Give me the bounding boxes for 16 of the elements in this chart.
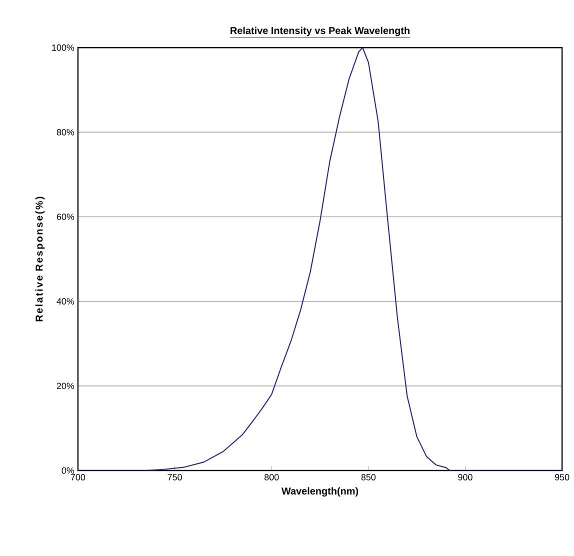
- x-tick-label: 800: [264, 474, 279, 481]
- x-tick-label: 950: [555, 474, 570, 481]
- y-tick-label: 20%: [56, 382, 74, 390]
- y-axis-title: Relative Response(%): [35, 196, 45, 322]
- y-tick-label: 80%: [56, 129, 74, 136]
- x-tick-label: 900: [458, 474, 472, 481]
- y-tick-label: 60%: [56, 214, 74, 220]
- y-tick-label: 100%: [52, 44, 74, 52]
- y-tick-label: 0%: [62, 468, 74, 474]
- line-series: [78, 48, 562, 471]
- chart-title: Relative Intensity vs Peak Wavelength: [230, 27, 410, 36]
- x-tick-label: 750: [168, 474, 182, 481]
- y-tick-label: 40%: [56, 298, 74, 305]
- x-tick-label: 850: [361, 474, 376, 481]
- x-tick-label: 700: [70, 474, 86, 481]
- x-axis-title: Wavelength(nm): [281, 487, 358, 497]
